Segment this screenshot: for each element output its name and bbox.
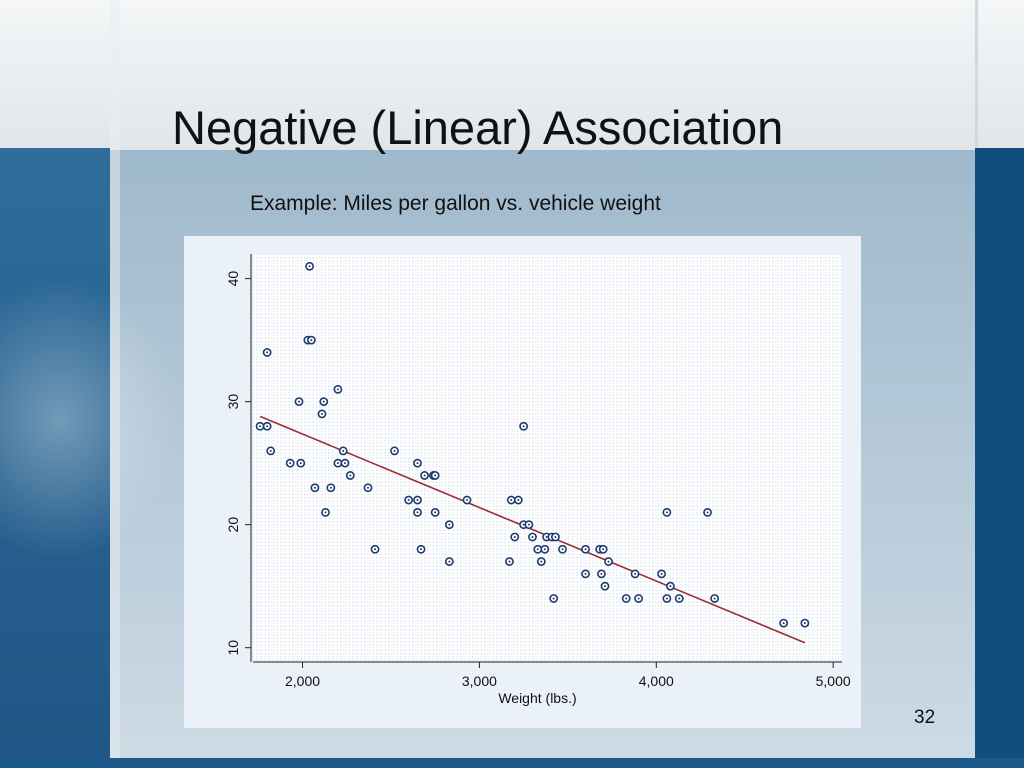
data-point: [800, 618, 810, 628]
data-point: [600, 581, 610, 591]
data-point: [262, 348, 272, 357]
data-point: [519, 421, 529, 431]
slide-subtitle: Example: Miles per gallon vs. vehicle we…: [250, 192, 661, 215]
data-point: [536, 557, 546, 566]
data-point: [430, 471, 440, 480]
data-point: [430, 507, 440, 517]
data-point: [581, 569, 590, 579]
data-point: [306, 335, 316, 345]
data-point: [604, 557, 613, 566]
x-tick-label: 5,000: [816, 673, 851, 689]
data-point: [510, 532, 520, 542]
data-point: [420, 471, 429, 480]
data-point: [634, 594, 643, 603]
data-point: [621, 594, 631, 603]
chart-panel: 2,000 3,000 4,000 5,000 10 20 30 40 Weight (lbs.…: [184, 236, 861, 728]
data-point: [285, 458, 295, 468]
data-point: [540, 544, 550, 554]
data-point: [444, 557, 454, 566]
data-point: [703, 507, 712, 517]
grid: [252, 253, 842, 660]
data-point: [310, 483, 320, 493]
data-point: [390, 446, 399, 456]
data-point: [513, 495, 523, 505]
data-point: [528, 532, 537, 542]
data-point: [505, 557, 514, 566]
data-point: [779, 618, 789, 628]
data-point: [333, 384, 343, 394]
y-tick-label: 30: [225, 394, 241, 410]
data-point: [444, 520, 454, 530]
data-point: [597, 569, 606, 579]
y-tick-label: 10: [225, 640, 241, 656]
slide-title: Negative (Linear) Association: [172, 101, 784, 154]
data-point: [662, 507, 672, 517]
data-point: [674, 594, 684, 603]
plot-area: [253, 254, 842, 660]
data-point: [598, 544, 608, 554]
x-axis-label: Weight (lbs.): [498, 690, 576, 706]
data-point: [305, 261, 315, 271]
data-point: [321, 507, 330, 517]
data-point: [266, 446, 276, 456]
fit-line: [259, 415, 806, 644]
data-point: [333, 458, 343, 468]
data-point: [524, 520, 534, 530]
data-point: [404, 495, 414, 505]
data-point: [581, 544, 590, 554]
data-point: [319, 397, 329, 407]
data-point: [317, 409, 327, 419]
data-point: [296, 458, 306, 468]
data-point: [294, 397, 304, 407]
data-point: [533, 544, 543, 554]
data-point: [363, 483, 373, 493]
data-point: [462, 495, 472, 505]
data-point: [630, 569, 640, 579]
data-point: [370, 544, 380, 554]
data-point: [416, 544, 426, 554]
data-point: [413, 458, 422, 468]
data-point: [255, 421, 265, 431]
data-point: [413, 495, 422, 505]
data-point: [326, 483, 336, 493]
data-point: [549, 594, 559, 603]
data-point: [338, 446, 348, 456]
data-point: [413, 507, 422, 517]
data-point: [345, 471, 355, 480]
data-point: [506, 495, 516, 505]
data-point: [662, 594, 672, 603]
y-tick-label: 40: [225, 271, 241, 287]
data-point: [666, 581, 675, 591]
data-point: [657, 569, 666, 579]
y-tick-label: 20: [225, 517, 241, 533]
data-point: [551, 532, 560, 542]
x-tick-label: 2,000: [285, 673, 320, 689]
data-point: [262, 421, 272, 431]
x-tick-label: 3,000: [462, 673, 497, 689]
data-point: [710, 594, 720, 603]
page-number: 32: [914, 707, 936, 728]
x-tick-label: 4,000: [639, 673, 674, 689]
data-point: [558, 544, 567, 554]
data-point: [340, 458, 350, 468]
scatter-chart: 2,000 3,000 4,000 5,000 10 20 30 40 Weight (lbs.…: [225, 253, 851, 706]
